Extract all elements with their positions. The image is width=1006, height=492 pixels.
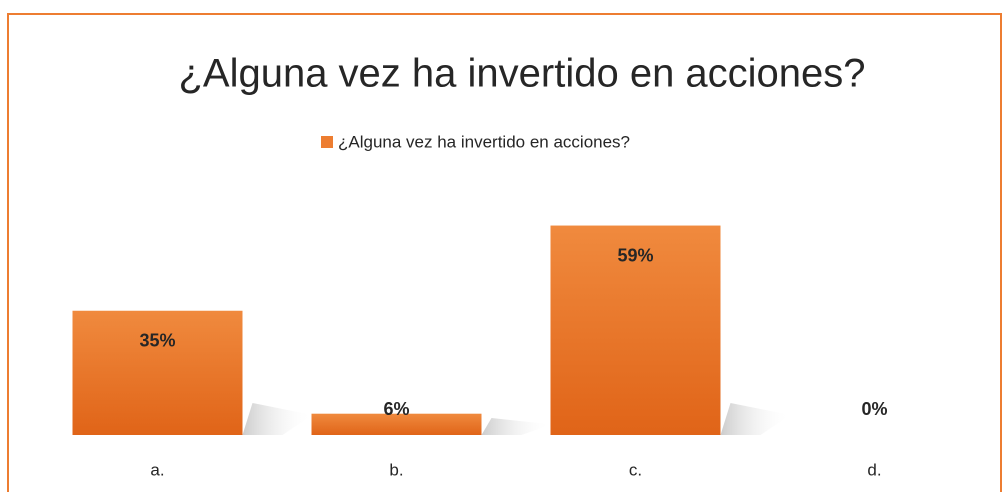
x-tick-label: b.: [389, 460, 403, 479]
bar-shadow: [481, 417, 552, 435]
x-tick-label: d.: [867, 460, 881, 479]
bar-shadow: [242, 403, 313, 435]
legend-swatch: [321, 136, 333, 148]
chart-title: ¿Alguna vez ha invertido en acciones?: [178, 52, 865, 96]
bar: [311, 413, 482, 435]
bar-shadow: [720, 403, 791, 435]
bar: [72, 310, 243, 435]
value-label: 6%: [383, 399, 409, 419]
value-label: 59%: [617, 245, 653, 265]
bar: [550, 225, 721, 435]
x-tick-label: a.: [150, 460, 164, 479]
legend-label: ¿Alguna vez ha invertido en acciones?: [338, 132, 630, 151]
value-label: 35%: [139, 331, 175, 351]
value-label: 0%: [861, 399, 887, 419]
x-tick-label: c.: [629, 460, 642, 479]
